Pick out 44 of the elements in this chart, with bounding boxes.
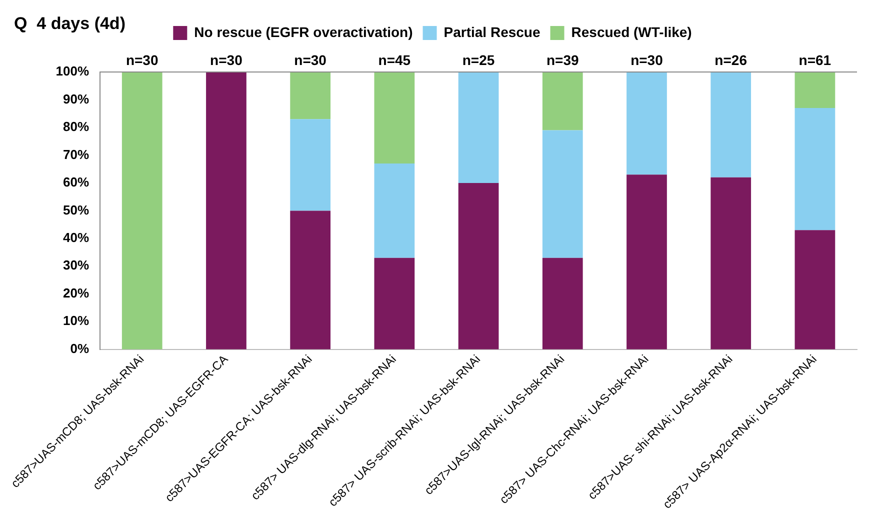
bar <box>794 230 836 350</box>
bar <box>290 210 331 350</box>
legend-label: Rescued (WT-like) <box>571 24 692 40</box>
y-tick-label: 10% <box>63 313 90 328</box>
bar <box>542 72 583 130</box>
y-tick-label: 60% <box>63 174 90 190</box>
bar <box>626 72 667 175</box>
bar <box>710 177 752 350</box>
annotation: n=61 <box>798 52 832 68</box>
bar <box>374 258 415 350</box>
annotation: n=30 <box>294 52 327 68</box>
bar <box>542 130 583 258</box>
y-tick-label: 30% <box>63 258 90 273</box>
annotation: n=25 <box>462 52 495 68</box>
legend-label: Partial Rescue <box>444 24 540 40</box>
bar <box>374 72 415 164</box>
bar <box>290 72 331 120</box>
y-tick-label: 50% <box>63 202 90 218</box>
bar <box>794 72 836 108</box>
bar <box>794 108 836 230</box>
y-tick-label: 90% <box>63 91 90 106</box>
bar <box>374 164 415 258</box>
bar <box>206 72 246 350</box>
annotation: n=30 <box>126 52 158 68</box>
annotation: n=39 <box>546 52 579 68</box>
annotation: n=30 <box>210 52 243 68</box>
y-tick-label: 70% <box>63 146 90 162</box>
bar <box>542 258 583 350</box>
annotation: n=30 <box>630 52 664 68</box>
legend-label: No rescue (EGFR overactivation) <box>194 24 413 40</box>
y-tick-label: 20% <box>63 285 90 300</box>
y-tick-label: 40% <box>63 230 90 246</box>
y-tick-label: 100% <box>56 64 90 79</box>
y-tick-label: 80% <box>63 119 90 134</box>
bar <box>458 72 499 183</box>
annotation: n=45 <box>378 52 411 68</box>
y-tick-label: 0% <box>70 340 90 356</box>
bar <box>458 182 499 350</box>
chart-title: Q 4 days (4d) <box>14 14 126 34</box>
annotation: n=26 <box>714 52 748 68</box>
bar <box>710 72 752 178</box>
bar <box>122 72 162 350</box>
bar <box>626 174 667 350</box>
bar <box>290 119 331 211</box>
